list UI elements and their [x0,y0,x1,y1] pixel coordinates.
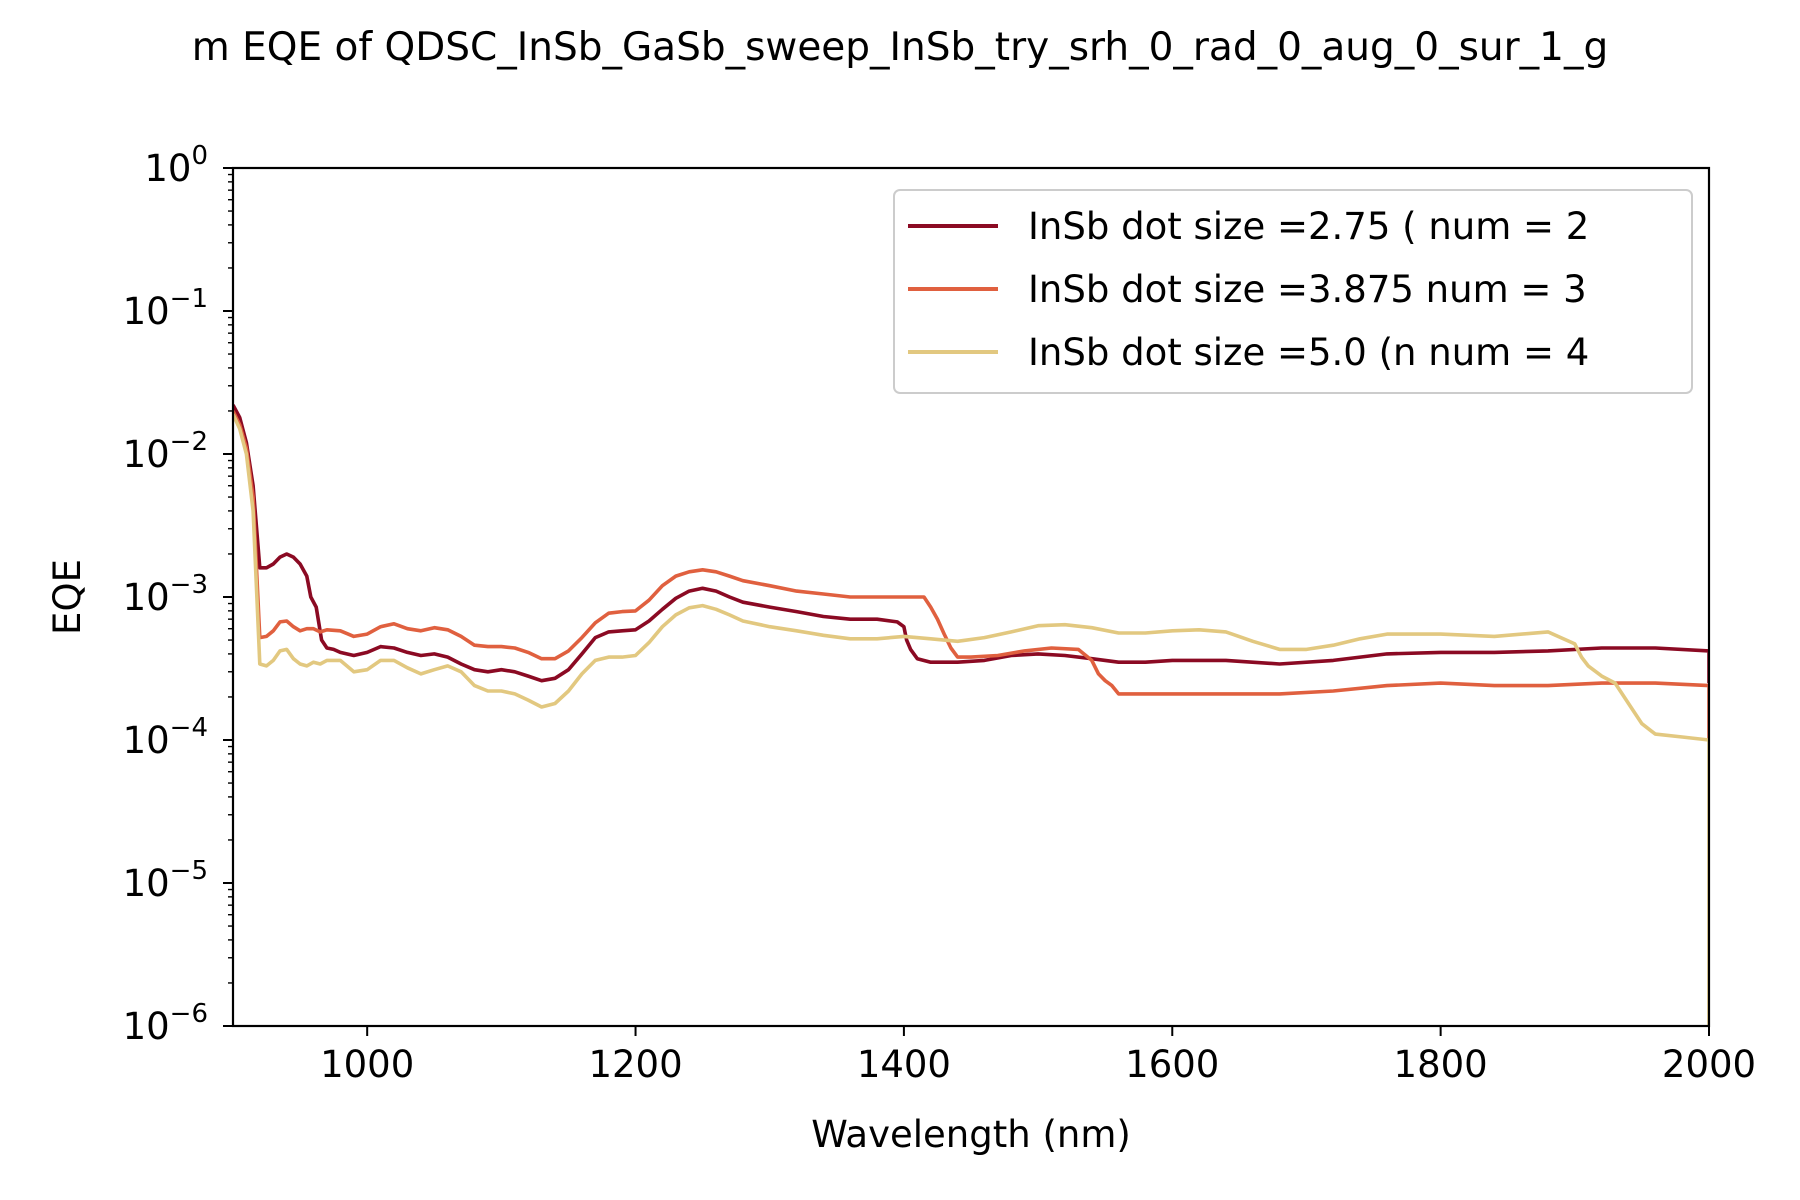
y-tick-label: 10−1 [123,284,208,333]
x-tick-label: 1200 [588,1043,682,1086]
y-tick-label: 10−6 [123,999,208,1048]
x-tick-label: 1600 [1125,1043,1219,1086]
legend-box [893,189,1693,394]
x-axis-label: Wavelength (nm) [811,1113,1131,1156]
chart-title: m EQE of QDSC_InSb_GaSb_sweep_InSb_try_s… [192,25,1608,70]
y-tick-label: 10−2 [123,427,208,476]
x-tick-label: 2000 [1662,1043,1756,1086]
series-line-3 [233,413,1709,1026]
series-line-1 [233,404,1709,684]
series-line-2 [233,410,1709,740]
legend-entry: InSb dot size =5.0 (n num = 4 [1028,331,1589,374]
series-layer [233,404,1709,1026]
y-tick-label: 10−4 [123,713,208,762]
legend: InSb dot size =2.75 ( num = 2 InSb dot si… [893,189,1693,394]
y-axis: 10−6 10−5 10−4 10−3 10−2 10−1 100 [123,141,233,1048]
y-tick-label: 100 [144,141,208,190]
y-axis-label: EQE [46,559,89,635]
legend-entry: InSb dot size =2.75 ( num = 2 [1028,205,1589,248]
x-tick-label: 1800 [1394,1043,1488,1086]
y-tick-label: 10−5 [123,856,208,905]
x-tick-label: 1400 [857,1043,951,1086]
x-axis: 1000 1200 1400 1600 1800 2000 [320,1026,1756,1086]
y-tick-label: 10−3 [123,570,208,619]
legend-entry: InSb dot size =3.875 num = 3 [1028,268,1587,311]
x-tick-label: 1000 [320,1043,414,1086]
